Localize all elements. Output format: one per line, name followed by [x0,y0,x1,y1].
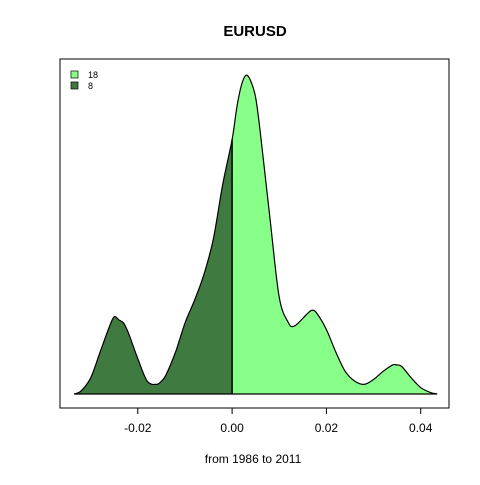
x-axis-title: from 1986 to 2011 [205,452,302,466]
density-area-negative [74,139,233,394]
x-tick-label: -0.02 [124,421,152,435]
legend: 18 8 [70,70,98,91]
legend-label-18: 18 [88,70,98,80]
density-outline [73,74,438,395]
x-tick-label: 0.04 [409,421,433,435]
x-axis: -0.02 0.00 0.02 0.04 [124,407,433,435]
legend-swatch-18 [70,70,79,79]
chart-title: EURUSD [223,23,287,40]
legend-swatch-8 [70,81,79,90]
density-area-positive [232,75,438,394]
legend-label-8: 8 [88,81,93,91]
x-tick-label: 0.00 [220,421,244,435]
x-tick-label: 0.02 [315,421,339,435]
density-areas [73,74,438,395]
